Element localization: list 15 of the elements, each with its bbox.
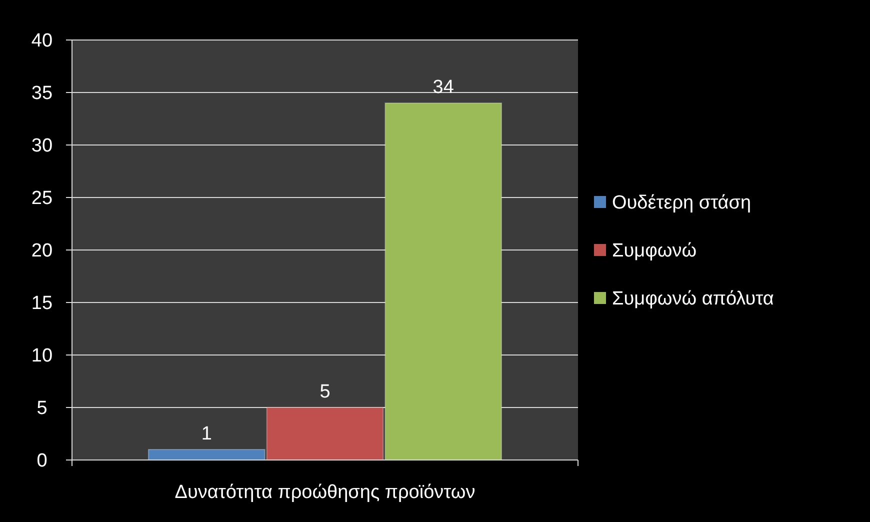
y-tick-label: 35 bbox=[31, 83, 53, 104]
legend-label: Συμφωνώ απόλυτα bbox=[612, 288, 774, 310]
legend-label: Ουδέτερη στάση bbox=[612, 192, 752, 214]
x-tick-label: Δυνατότητα προώθησης προϊόντων bbox=[174, 482, 476, 503]
y-tick-label: 10 bbox=[31, 346, 53, 367]
y-tick-label: 0 bbox=[36, 450, 48, 472]
data-label: 5 bbox=[320, 382, 330, 402]
y-tick-label: 15 bbox=[31, 293, 53, 314]
y-tick-label: 40 bbox=[31, 30, 53, 52]
data-label: 1 bbox=[201, 424, 212, 444]
y-tick-label: 5 bbox=[36, 398, 48, 420]
y-tick-label: 25 bbox=[31, 188, 53, 210]
y-tick-label: 20 bbox=[31, 240, 53, 262]
y-tick-label: 30 bbox=[31, 136, 53, 157]
legend-label: Συμφωνώ bbox=[612, 240, 697, 262]
